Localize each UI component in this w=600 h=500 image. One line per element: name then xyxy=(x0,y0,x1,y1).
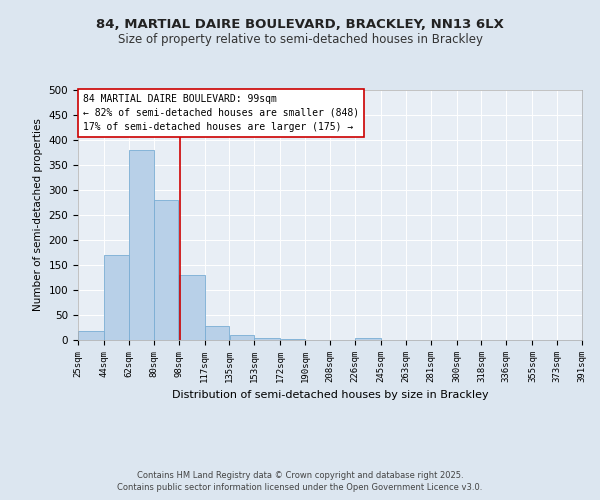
Text: Size of property relative to semi-detached houses in Brackley: Size of property relative to semi-detach… xyxy=(118,32,482,46)
Text: Contains HM Land Registry data © Crown copyright and database right 2025.
Contai: Contains HM Land Registry data © Crown c… xyxy=(118,471,482,492)
Bar xyxy=(355,338,381,340)
Bar xyxy=(154,200,178,340)
Text: 84, MARTIAL DAIRE BOULEVARD, BRACKLEY, NN13 6LX: 84, MARTIAL DAIRE BOULEVARD, BRACKLEY, N… xyxy=(96,18,504,30)
Bar xyxy=(254,338,280,340)
Bar xyxy=(205,326,229,340)
Bar xyxy=(179,275,205,340)
Bar xyxy=(129,150,154,340)
Bar xyxy=(281,338,305,340)
Bar xyxy=(78,331,104,340)
Text: 84 MARTIAL DAIRE BOULEVARD: 99sqm
← 82% of semi-detached houses are smaller (848: 84 MARTIAL DAIRE BOULEVARD: 99sqm ← 82% … xyxy=(83,94,359,132)
X-axis label: Distribution of semi-detached houses by size in Brackley: Distribution of semi-detached houses by … xyxy=(172,390,488,400)
Bar xyxy=(104,255,129,340)
Bar xyxy=(230,335,254,340)
Y-axis label: Number of semi-detached properties: Number of semi-detached properties xyxy=(33,118,43,312)
